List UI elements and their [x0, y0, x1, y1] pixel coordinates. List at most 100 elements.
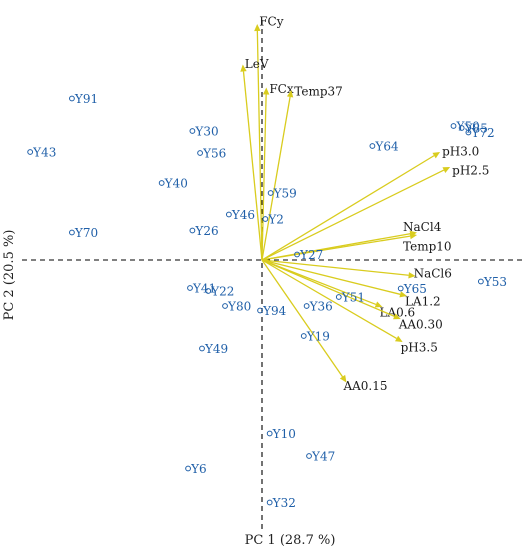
vector-arrowhead	[442, 167, 451, 173]
vector-line	[261, 169, 445, 261]
score-point: Y22	[205, 285, 234, 299]
vector-line	[261, 259, 401, 295]
point-label: Y70	[74, 226, 98, 240]
point-label: Y36	[309, 300, 333, 314]
point-marker	[450, 123, 457, 129]
score-point: Y64	[369, 140, 399, 154]
score-point: Y36	[303, 300, 333, 314]
point-label: Y26	[194, 224, 218, 238]
point-marker	[158, 180, 165, 186]
score-point: Y72	[465, 126, 495, 140]
score-point: Y53	[477, 275, 507, 289]
vector-label: AA0.30	[398, 318, 443, 332]
point-label: Y19	[306, 330, 330, 344]
x-axis-title: PC 1 (28.7 %)	[245, 533, 336, 548]
loading-vector: NaCl6	[261, 259, 452, 281]
point-label: Y80	[227, 300, 251, 314]
point-label: Y51	[341, 291, 365, 305]
vector-label: pH2.5	[452, 164, 489, 178]
reference-lines	[22, 20, 526, 530]
vector-label: AA0.15	[342, 379, 387, 393]
score-point: Y43	[27, 146, 56, 160]
vector-line	[261, 155, 435, 261]
vector-arrowhead	[393, 313, 401, 320]
point-label: Y22	[210, 285, 234, 299]
score-point: Y32	[266, 496, 296, 510]
score-point: Y70	[69, 226, 98, 240]
score-point: Y51	[335, 291, 365, 305]
loading-vector: pH2.5	[261, 164, 489, 261]
point-label: Y94	[262, 304, 287, 318]
score-point: Y85	[458, 122, 488, 136]
point-label: Y6	[190, 462, 207, 476]
point-marker	[199, 345, 205, 352]
point-label: Y40	[164, 177, 188, 191]
point-marker	[397, 285, 404, 292]
vector-arrowhead	[262, 87, 270, 95]
score-point: Y26	[189, 224, 219, 238]
vector-line	[261, 259, 397, 340]
point-marker	[185, 465, 191, 472]
vector-line	[242, 71, 263, 261]
vector-line	[256, 30, 263, 261]
point-marker	[266, 499, 273, 506]
vector-line	[261, 235, 411, 261]
point-marker	[300, 333, 307, 339]
point-label: Y59	[273, 187, 297, 201]
vector-arrowhead	[339, 374, 347, 383]
score-point: Y30	[189, 125, 219, 139]
vector-label: Temp10	[403, 240, 452, 254]
vector-arrowhead	[286, 90, 294, 98]
vector-label: LA0.6	[379, 306, 415, 320]
score-point: Y6	[185, 462, 207, 476]
score-point: Y47	[306, 450, 335, 464]
point-label: Y30	[194, 125, 218, 139]
point-marker	[69, 95, 75, 102]
point-label: Y49	[204, 342, 228, 356]
vector-arrowhead	[374, 301, 383, 308]
point-label: Y46	[231, 208, 255, 222]
point-marker	[189, 128, 196, 134]
point-label: Y65	[403, 282, 427, 296]
point-marker	[369, 143, 376, 149]
vector-arrowhead	[394, 335, 403, 342]
point-marker	[197, 150, 203, 156]
point-label: Y27	[299, 248, 323, 262]
point-label: Y32	[272, 496, 296, 510]
score-point: Y46	[225, 208, 255, 222]
point-label: Y10	[272, 427, 296, 441]
point-marker	[222, 303, 228, 309]
vector-label: FCx	[269, 82, 294, 96]
point-marker	[477, 278, 484, 285]
vector-line	[261, 96, 291, 261]
point-marker	[27, 149, 34, 155]
point-label: Y64	[374, 140, 399, 154]
y-axis-title: PC 2 (20.5 %)	[2, 230, 17, 321]
score-point: Y27	[294, 248, 323, 262]
point-label: Y2	[267, 213, 284, 227]
point-marker	[205, 288, 212, 294]
point-marker	[69, 229, 75, 236]
point-label: Y53	[483, 275, 507, 289]
vector-arrowhead	[408, 272, 416, 279]
vector-label: LeV	[245, 57, 269, 71]
vector-label: pH3.0	[442, 145, 479, 159]
score-point: Y56	[197, 147, 226, 161]
score-point: Y80	[222, 300, 251, 314]
score-point: Y94	[257, 304, 287, 318]
score-point: Y2	[262, 213, 284, 227]
point-marker	[306, 453, 312, 459]
loading-vector: LeV	[240, 57, 269, 261]
point-marker	[225, 211, 232, 218]
vector-arrowhead	[254, 24, 261, 32]
score-point: Y19	[300, 330, 330, 344]
vector-label: pH3.5	[401, 341, 438, 355]
point-marker	[267, 190, 274, 196]
point-label: Y91	[74, 92, 98, 106]
point-marker	[294, 251, 300, 258]
point-marker	[266, 430, 273, 437]
vector-label: LA1.2	[405, 295, 441, 309]
vector-label: Temp37	[294, 85, 343, 99]
